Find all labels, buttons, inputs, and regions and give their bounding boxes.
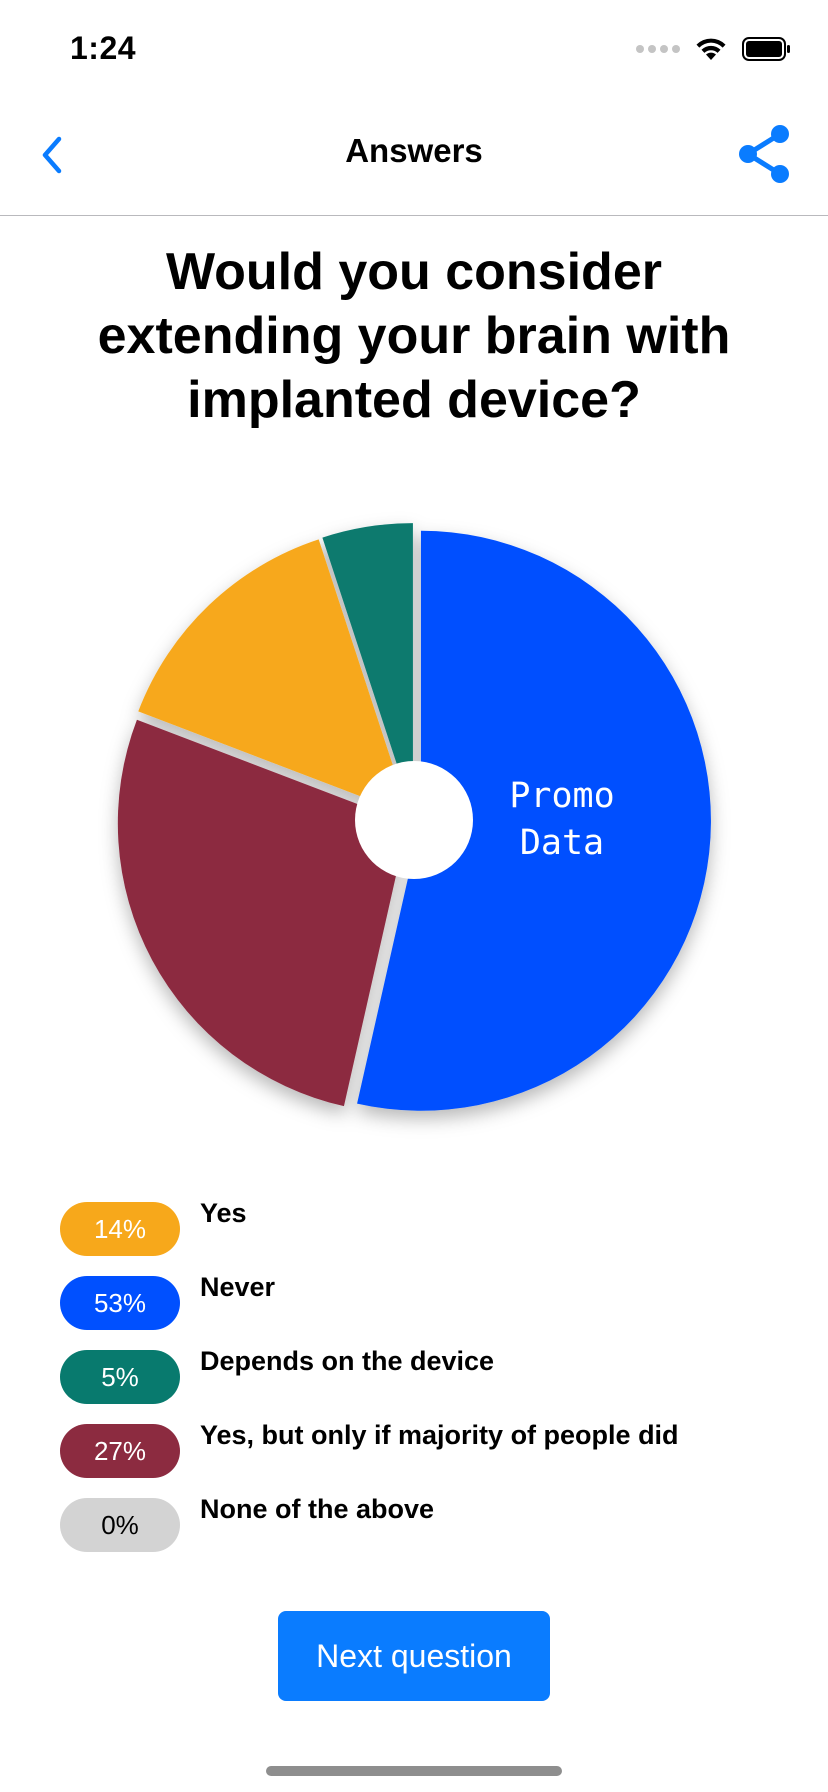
navigation-bar: Answers — [0, 100, 828, 216]
legend-label: None of the above — [200, 1494, 435, 1524]
legend-item: 0% None of the above — [60, 1494, 800, 1568]
legend: 14% Yes 53% Never 5% Depends on the device 27%… — [60, 1198, 800, 1568]
cellular-signal-icon — [636, 45, 680, 53]
pie-chart-svg: Promo Data — [117, 523, 711, 1111]
legend-label: Depends on the device — [200, 1346, 495, 1376]
pie-slice-yes — [138, 539, 410, 815]
legend-percent-badge: 14% — [60, 1202, 180, 1256]
legend-percent-badge: 53% — [60, 1276, 180, 1330]
share-icon — [739, 125, 789, 183]
donut-hole — [355, 761, 473, 879]
legend-percent-badge: 0% — [60, 1498, 180, 1552]
legend-percent-badge: 5% — [60, 1350, 180, 1404]
pie-slice-never — [357, 530, 711, 1111]
legend-item: 5% Depends on the device — [60, 1346, 800, 1420]
back-button[interactable] — [32, 130, 72, 180]
question-heading: Would you consider extending your brain … — [97, 243, 731, 429]
answers-pie-chart: Promo Data — [0, 500, 828, 1140]
chevron-left-icon — [42, 136, 62, 174]
status-time: 1:24 — [70, 30, 137, 66]
legend-item: 14% Yes — [60, 1198, 800, 1272]
battery-icon — [742, 37, 790, 61]
legend-percent-badge: 27% — [60, 1424, 180, 1478]
status-bar: 1:24 — [0, 0, 828, 100]
center-label-line-1: Promo — [509, 776, 614, 816]
status-icons — [636, 36, 792, 62]
legend-item: 53% Never — [60, 1272, 800, 1346]
share-button[interactable] — [736, 124, 792, 184]
wifi-icon — [696, 38, 726, 60]
next-question-button[interactable]: Next question — [278, 1611, 550, 1701]
page-title: Answers — [345, 132, 483, 169]
home-indicator — [266, 1766, 562, 1776]
pie-slice-yes-but-only-if-majority-of-people-did — [117, 719, 408, 1107]
pie-slice-depends-on-the-device — [322, 523, 413, 814]
legend-label: Yes — [200, 1198, 247, 1228]
legend-item: 27% Yes, but only if majority of people d… — [60, 1420, 800, 1494]
legend-label: Yes, but only if majority of people did — [200, 1420, 679, 1450]
center-label-line-2: Data — [520, 823, 604, 863]
legend-label: Never — [200, 1272, 276, 1302]
